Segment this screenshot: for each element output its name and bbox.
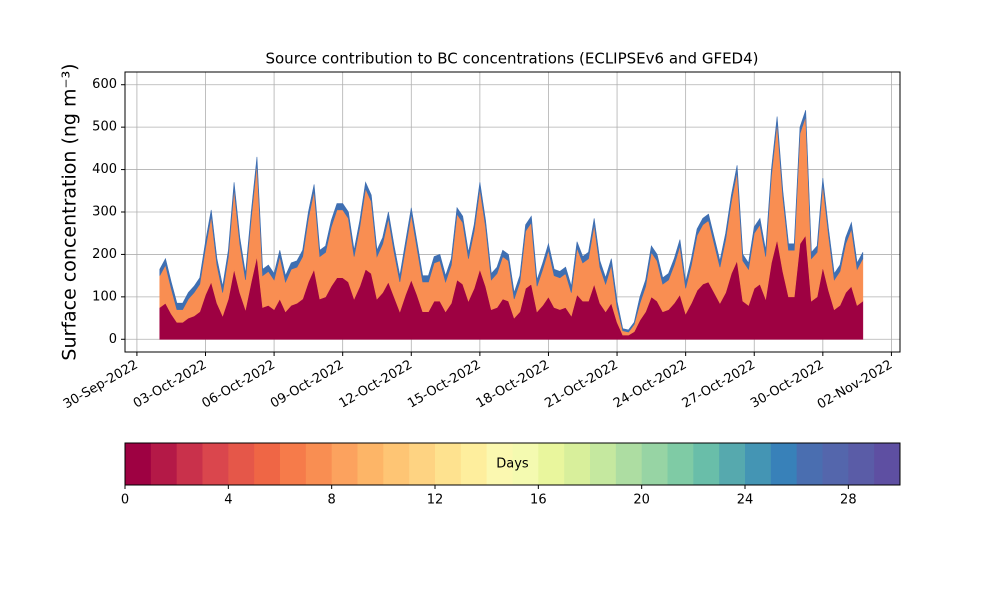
colorbar-swatch [305,443,333,485]
colorbar-swatch [564,443,591,485]
colorbar-swatch [822,443,849,485]
x-tick-label: 12-Oct-2022 [337,358,415,412]
colorbar-swatch [719,443,746,485]
colorbar-swatch [150,443,178,485]
y-tick-label: 500 [92,120,117,135]
colorbar-swatch [202,443,229,485]
colorbar-swatch [331,443,358,485]
colorbar-swatch [383,443,410,485]
colorbar-swatch [409,443,436,485]
colorbar-frame [124,442,901,486]
colorbar-tick-label: 28 [840,493,857,508]
y-tick-label: 200 [92,247,117,262]
x-tick-label: 02-Nov-2022 [815,358,895,413]
x-tick-label: 30-Oct-2022 [748,358,826,412]
x-tick-label: 24-Oct-2022 [611,358,689,412]
colorbar-swatch [486,443,513,485]
y-tick-label: 0 [109,332,117,347]
y-tick-label: 600 [92,77,117,92]
colorbar-swatch [745,443,772,485]
x-tick-label: 15-Oct-2022 [405,358,483,412]
colorbar-swatch [848,443,875,485]
chart-title: Source contribution to BC concentrations… [265,50,758,68]
colorbar-tick-label: 4 [224,493,232,508]
colorbar-swatch [280,443,307,485]
colorbar-swatch [512,443,539,485]
colorbar-swatch [641,443,668,485]
colorbar-swatch [254,443,281,485]
colorbar-tick-label: 12 [427,493,444,508]
y-tick-label: 100 [92,289,117,304]
colorbar-tick-label: 24 [737,493,754,508]
y-axis-label: Surface concentration (ng m⁻³) [59,63,81,360]
colorbar-swatch [615,443,643,485]
x-tick-label: 06-Oct-2022 [199,358,277,412]
plot-frame [124,71,901,353]
x-tick-label: 09-Oct-2022 [268,358,346,412]
colorbar-swatch [228,443,255,485]
colorbar-swatch [590,443,617,485]
colorbar-swatch [796,443,823,485]
colorbar-swatch [874,443,901,485]
colorbar-tick-label: 0 [121,493,129,508]
x-tick-label: 30-Sep-2022 [61,358,141,413]
x-tick-label: 21-Oct-2022 [542,358,620,412]
colorbar-swatch [667,443,694,485]
x-tick-label: 27-Oct-2022 [680,358,758,412]
x-tick-label: 18-Oct-2022 [474,358,552,412]
colorbar-tick-label: 8 [328,493,336,508]
x-tick-label: 03-Oct-2022 [131,358,209,412]
y-tick-label: 400 [92,162,117,177]
colorbar-swatch [538,443,565,485]
colorbar-swatch [693,443,720,485]
colorbar-swatch [125,443,152,485]
colorbar-label: Days [496,457,529,472]
colorbar-tick-label: 16 [530,493,547,508]
area-layer [159,110,864,333]
colorbar-swatch [357,443,384,485]
colorbar-swatch [460,443,488,485]
colorbar-swatch [770,443,798,485]
colorbar-swatch [435,443,462,485]
colorbar-tick-label: 20 [633,493,650,508]
colorbar-swatch [176,443,203,485]
y-tick-label: 300 [92,205,117,220]
